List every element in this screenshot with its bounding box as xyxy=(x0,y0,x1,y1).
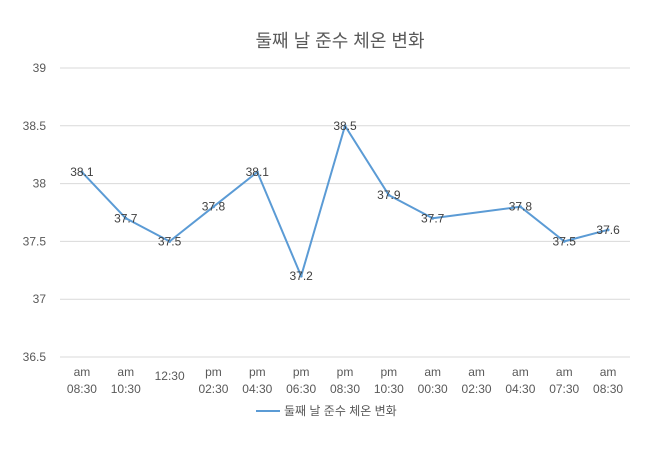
data-point xyxy=(299,274,303,278)
data-label: 37.8 xyxy=(509,200,533,214)
data-label: 38.1 xyxy=(246,165,270,179)
x-tick-label: am xyxy=(74,365,91,379)
data-label: 37.7 xyxy=(114,211,138,225)
legend-label: 둘째 날 준수 체온 변화 xyxy=(284,404,397,418)
y-tick-label: 36.5 xyxy=(23,350,47,364)
x-tick-label: 10:30 xyxy=(374,382,404,396)
data-point xyxy=(562,239,566,243)
data-point xyxy=(343,124,347,128)
x-tick-label: am xyxy=(117,365,134,379)
y-tick-label: 37 xyxy=(33,292,47,306)
y-tick-label: 38.5 xyxy=(23,119,47,133)
data-point xyxy=(518,205,522,209)
data-label: 37.5 xyxy=(553,234,577,248)
data-point xyxy=(431,216,435,220)
x-tick-label: pm xyxy=(205,365,222,379)
x-tick-label: 08:30 xyxy=(330,382,360,396)
x-tick-label: 02:30 xyxy=(462,382,492,396)
y-tick-label: 37.5 xyxy=(23,234,47,248)
x-tick-label: 12:30 xyxy=(155,369,185,383)
x-tick-label: 00:30 xyxy=(418,382,448,396)
data-point xyxy=(255,170,259,174)
x-tick-label: am xyxy=(424,365,441,379)
x-tick-label: 06:30 xyxy=(286,382,316,396)
series-line xyxy=(81,124,609,278)
data-label: 38.1 xyxy=(70,165,94,179)
x-tick-label: 04:30 xyxy=(242,382,272,396)
x-tick-label: 10:30 xyxy=(111,382,141,396)
data-point xyxy=(168,239,172,243)
data-point xyxy=(211,205,215,209)
x-tick-label: 08:30 xyxy=(593,382,623,396)
data-point xyxy=(80,170,84,174)
data-label: 38.5 xyxy=(333,119,357,133)
x-tick-label: 07:30 xyxy=(549,382,579,396)
legend: 둘째 날 준수 체온 변화 xyxy=(256,404,397,418)
data-label: 37.6 xyxy=(596,223,620,237)
x-tick-label: pm xyxy=(293,365,310,379)
x-tick-label: 04:30 xyxy=(505,382,535,396)
data-label: 37.5 xyxy=(158,234,182,248)
y-tick-label: 39 xyxy=(33,61,47,75)
data-label: 37.9 xyxy=(377,188,401,202)
x-tick-label: am xyxy=(512,365,529,379)
x-tick-label: pm xyxy=(337,365,354,379)
x-tick-label: pm xyxy=(381,365,398,379)
data-label: 37.8 xyxy=(202,200,226,214)
x-tick-label: am xyxy=(600,365,617,379)
x-tick-label: 02:30 xyxy=(198,382,228,396)
data-point xyxy=(387,193,391,197)
data-point xyxy=(606,228,610,232)
chart-title: 둘째 날 준수 체온 변화 xyxy=(255,31,424,51)
x-tick-label: am xyxy=(468,365,485,379)
y-tick-label: 38 xyxy=(33,177,47,191)
x-tick-label: pm xyxy=(249,365,266,379)
data-point xyxy=(124,216,128,220)
data-label: 37.7 xyxy=(421,211,445,225)
x-tick-label: am xyxy=(556,365,573,379)
x-tick-label: 08:30 xyxy=(67,382,97,396)
data-label: 37.2 xyxy=(289,269,313,283)
